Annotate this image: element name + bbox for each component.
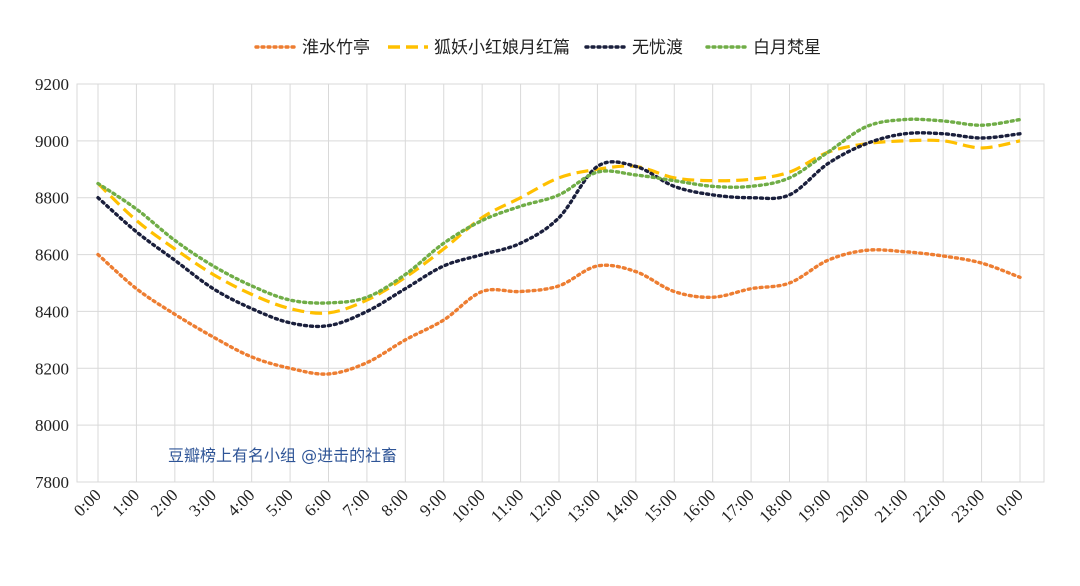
x-tick-label: 14:00 [602,485,643,526]
x-tick-label: 21:00 [871,485,912,526]
y-tick-label: 8000 [35,416,69,435]
legend-label-1: 淮水竹亭 [302,38,370,58]
x-tick-label: 16:00 [679,485,720,526]
x-tick-label: 15:00 [640,485,681,526]
y-tick-label: 9000 [35,132,69,151]
x-tick-label: 7:00 [339,485,374,520]
y-tick-label: 9200 [35,75,69,94]
series-line-4 [96,117,1022,305]
legend-label-3: 无忧渡 [632,38,683,58]
x-tick-label: 11:00 [487,485,527,525]
x-tick-label: 5:00 [262,485,297,520]
x-tick-label: 2:00 [147,485,182,520]
x-tick-label: 8:00 [377,485,412,520]
series-line-3 [96,131,1022,329]
y-tick-label: 8200 [35,359,69,378]
legend-label-4: 白月梵星 [753,38,821,58]
watermark-annotation: 豆瓣榜上有名小组 @进击的社畜 [168,446,397,465]
plot-area [76,83,1045,483]
x-tick-label: 17:00 [717,485,758,526]
series-lines [96,117,1022,376]
y-tick-label: 8400 [35,302,69,321]
x-tick-label: 19:00 [794,485,835,526]
x-tick-label: 13:00 [563,485,604,526]
x-tick-label: 4:00 [224,485,259,520]
legend-label-2: 狐妖小红娘月红篇 [434,38,570,58]
y-tick-label: 7800 [35,473,69,492]
x-tick-label: 3:00 [185,485,220,520]
series-line-1 [96,248,1022,376]
x-tick-label: 22:00 [909,485,950,526]
x-tick-label: 20:00 [832,485,873,526]
x-tick-label: 6:00 [301,485,336,520]
x-tick-label: 0:00 [992,485,1027,520]
legend: 淮水竹亭 狐妖小红娘月红篇 无忧渡 白月梵星 [254,38,821,58]
x-tick-label: 12:00 [525,485,566,526]
x-tick-label: 10:00 [448,485,489,526]
y-tick-label: 8800 [35,189,69,208]
x-tick-label: 1:00 [108,485,143,520]
x-tick-label: 9:00 [416,485,451,520]
x-tick-label: 18:00 [756,485,797,526]
grid [76,83,1045,483]
x-tick-label: 0:00 [70,485,105,520]
x-tick-label: 23:00 [948,485,989,526]
y-tick-label: 8600 [35,246,69,265]
